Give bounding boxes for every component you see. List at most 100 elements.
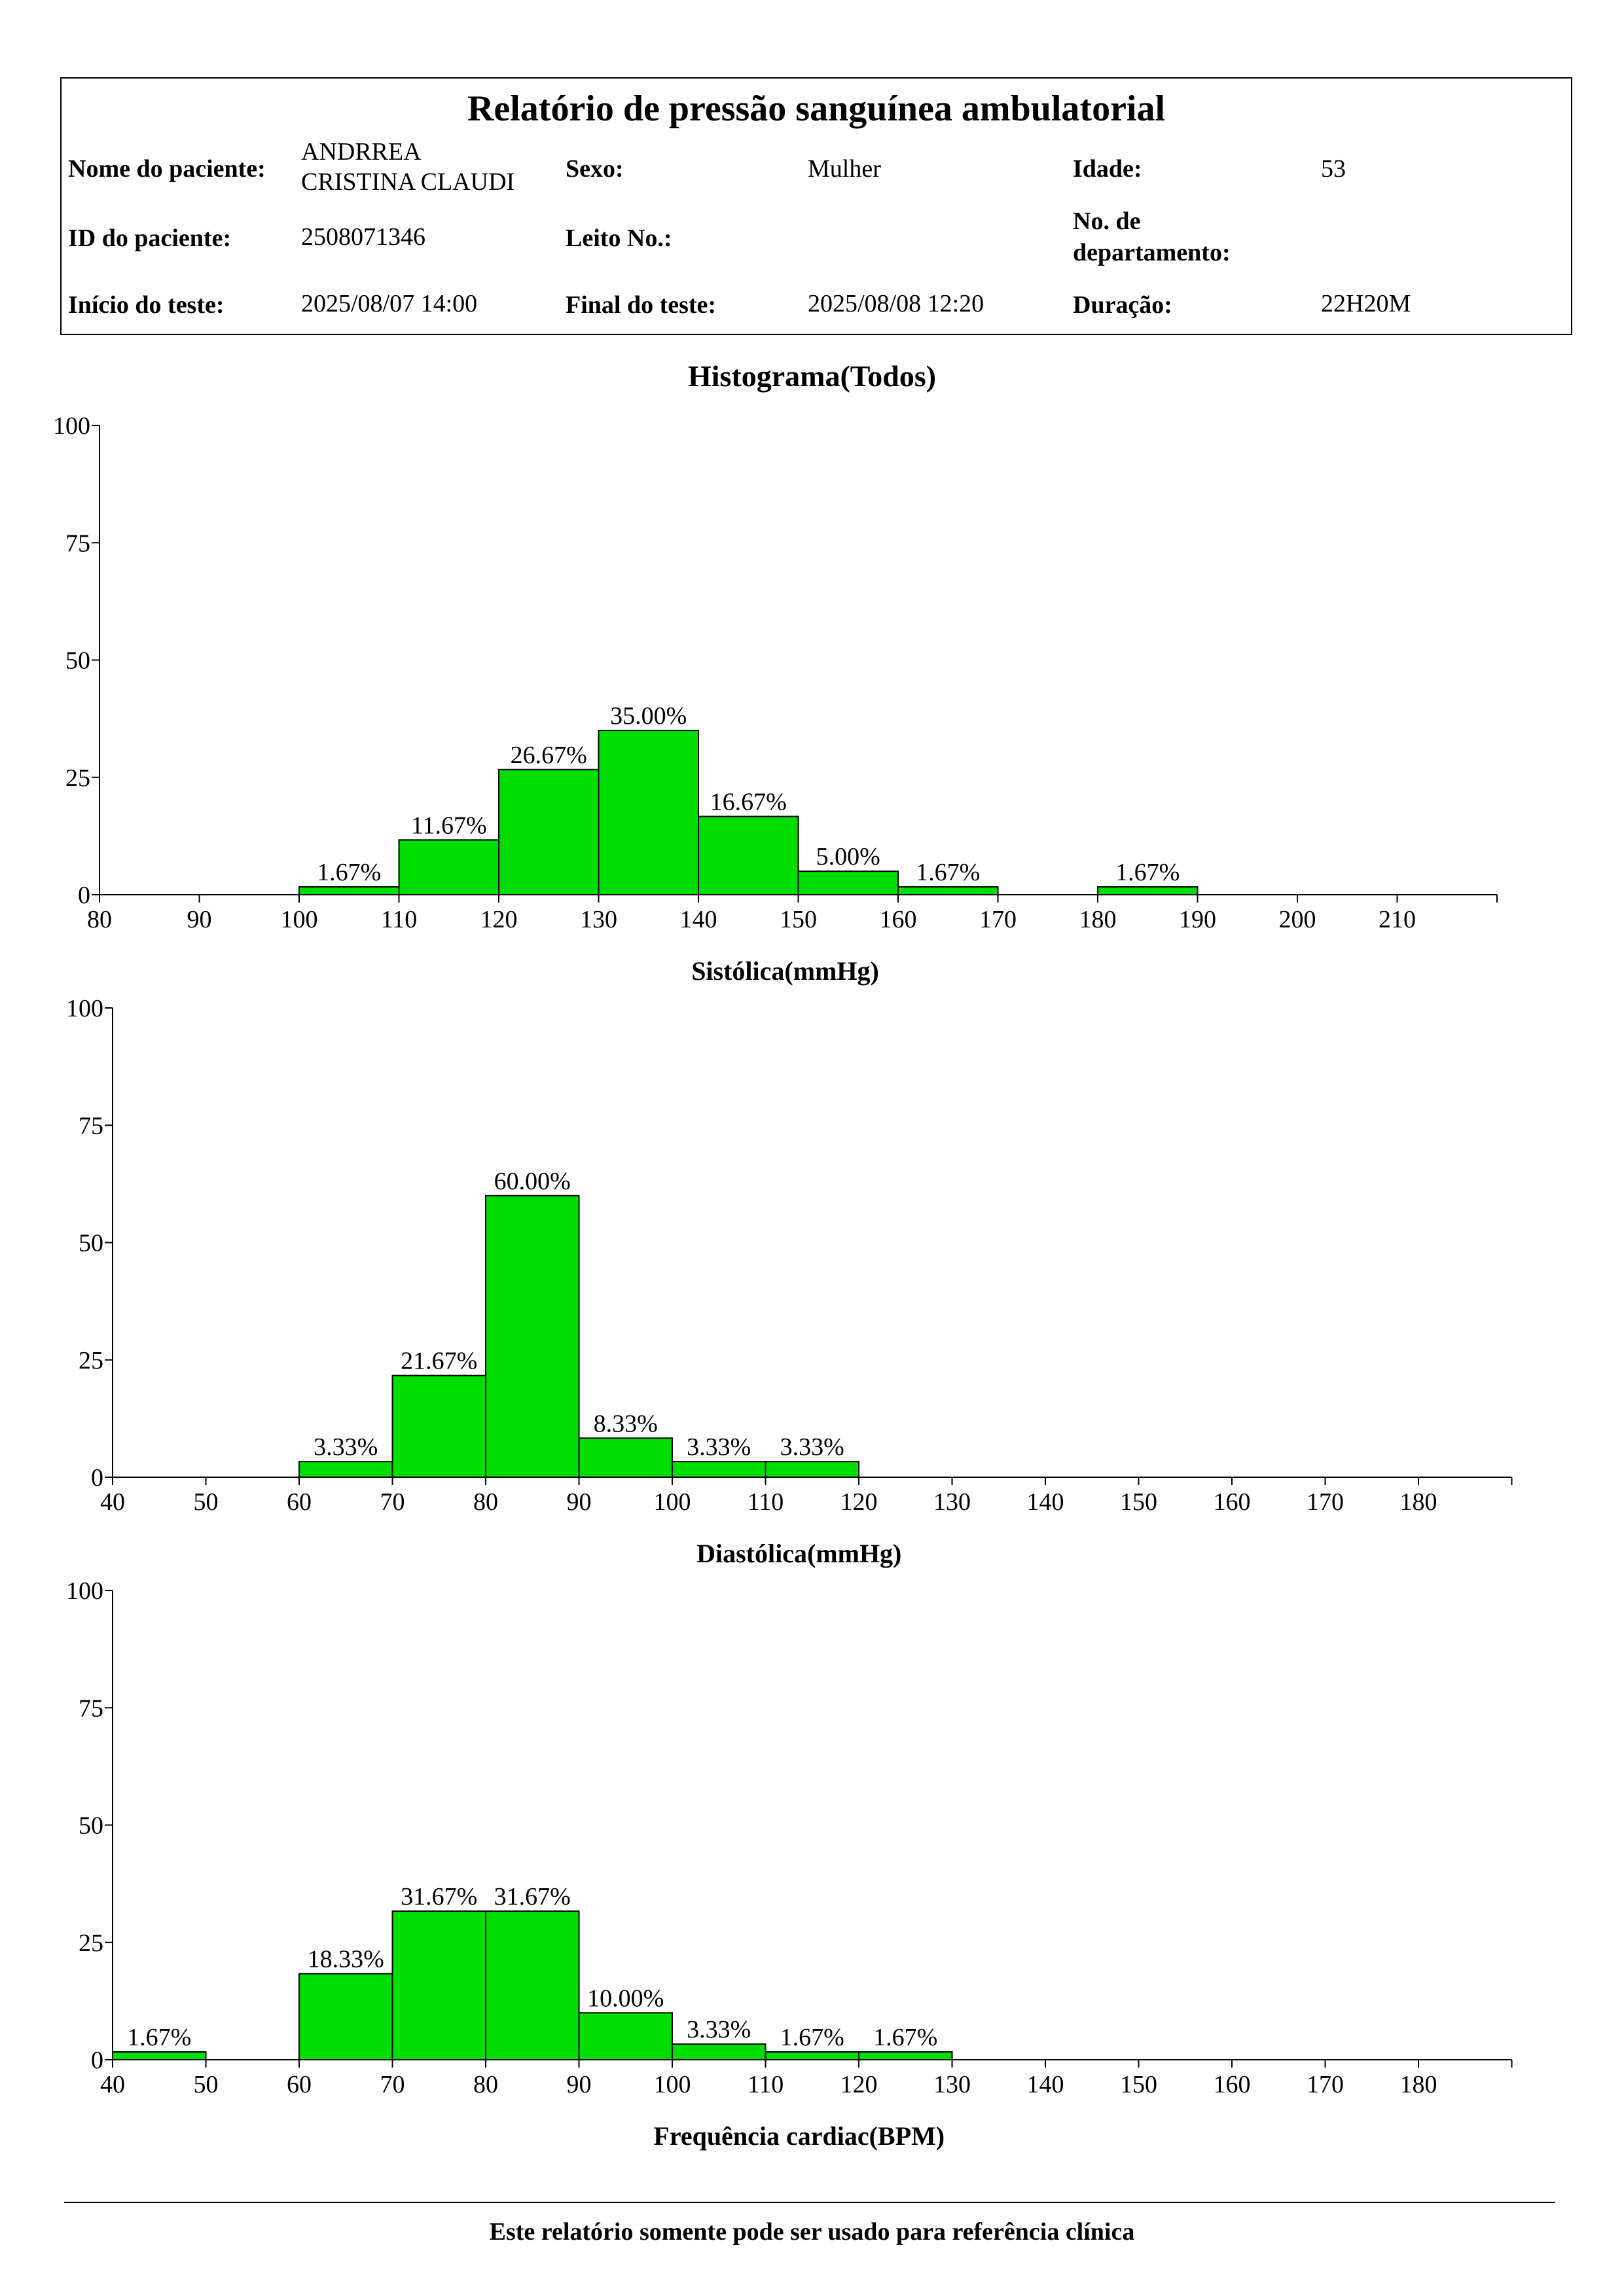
- y-tick-label: 100: [66, 1577, 103, 1605]
- x-tick-label: 180: [1400, 2071, 1437, 2098]
- heart-rate-histogram: 0 25 50 75 100 40 50 60 70 80 90 100 110 120 130 140 150…: [66, 1577, 1513, 2151]
- bar-value-label: 1.67%: [1115, 859, 1180, 886]
- x-tick-label: 80: [87, 906, 112, 933]
- report-header: Relatório de pressão sanguínea ambulator…: [60, 77, 1572, 335]
- histogram-bar: [112, 2051, 207, 2061]
- x-tick-label: 60: [287, 2071, 312, 2098]
- sex-label: Sexo:: [566, 155, 624, 183]
- histogram-bar: [298, 886, 400, 896]
- histogram-bar: [672, 1461, 767, 1479]
- histogram-bar: [698, 816, 799, 895]
- y-tick-label: 100: [53, 412, 90, 440]
- histogram-bar: [485, 1194, 580, 1478]
- y-tick-label: 75: [79, 1695, 103, 1722]
- patient-name-value-line2: CRISTINA CLAUDI: [301, 168, 515, 196]
- histogram-bar: [858, 2051, 953, 2061]
- x-tick-label: 150: [780, 906, 817, 933]
- histogram-bar: [672, 2043, 767, 2061]
- x-tick-label: 70: [380, 1488, 405, 1516]
- y-tick-label: 75: [65, 529, 90, 557]
- x-tick-label: 120: [840, 2071, 878, 2098]
- x-tick-label: 140: [1027, 2071, 1064, 2098]
- age-label: Idade:: [1073, 155, 1142, 183]
- patient-id-label: ID do paciente:: [68, 224, 232, 252]
- x-axis-title: Sistólica(mmHg): [691, 956, 879, 986]
- bar-value-label: 21.67%: [401, 1348, 477, 1375]
- x-tick-label: 110: [381, 906, 418, 933]
- bar-value-label: 3.33%: [780, 1433, 844, 1461]
- x-tick-label: 100: [281, 906, 318, 933]
- x-tick-label: 170: [1307, 1488, 1344, 1516]
- department-no-label-line1: No. de: [1073, 207, 1141, 235]
- x-tick-label: 170: [1307, 2071, 1344, 2098]
- x-tick-label: 160: [880, 906, 917, 933]
- bar-value-label: 3.33%: [687, 2016, 751, 2043]
- footer-disclaimer: Este relatório somente pode ser usado pa…: [489, 2218, 1135, 2246]
- x-tick-label: 80: [473, 1488, 498, 1516]
- x-tick-label: 160: [1214, 1488, 1251, 1516]
- histogram-bar: [498, 768, 600, 896]
- test-end-label: Final do teste:: [566, 291, 717, 319]
- x-tick-label: 100: [654, 2071, 691, 2098]
- test-start-label: Início do teste:: [68, 291, 225, 319]
- bar-value-label: 1.67%: [873, 2024, 937, 2051]
- histogram-title: Histograma(Todos): [687, 359, 937, 393]
- histogram-bar: [485, 1910, 580, 2060]
- x-tick-label: 140: [680, 906, 717, 933]
- patient-name-label: Nome do paciente:: [68, 155, 266, 183]
- y-tick-label: 25: [79, 1929, 103, 1957]
- x-tick-label: 180: [1400, 1488, 1437, 1516]
- x-tick-label: 80: [473, 2071, 498, 2098]
- bar-value-label: 26.67%: [511, 742, 587, 769]
- sex-value: Mulher: [808, 155, 881, 183]
- x-tick-label: 90: [567, 1488, 592, 1516]
- bar-value-label: 11.67%: [411, 812, 487, 839]
- y-tick-label: 50: [79, 1230, 103, 1257]
- x-tick-label: 150: [1120, 1488, 1157, 1516]
- histogram-bar: [797, 870, 899, 896]
- x-tick-label: 190: [1179, 906, 1216, 933]
- x-tick-label: 40: [100, 2071, 125, 2098]
- x-axis-title: Diastólica(mmHg): [696, 1539, 901, 1568]
- x-tick-label: 60: [287, 1488, 312, 1516]
- x-tick-label: 50: [194, 1488, 219, 1516]
- y-tick-label: 0: [91, 2047, 103, 2074]
- y-tick-label: 75: [79, 1112, 103, 1139]
- y-tick-label: 0: [78, 882, 90, 909]
- histogram-bar: [398, 839, 499, 896]
- histogram-bar: [598, 730, 699, 895]
- histogram-bar: [578, 2012, 673, 2060]
- x-tick-label: 200: [1279, 906, 1316, 933]
- diastolic-histogram: 0 25 50 75 100 40 50 60 70 80 90 100 110 120 130 140 150…: [66, 995, 1513, 1568]
- bar-value-label: 1.67%: [127, 2024, 191, 2051]
- test-start-value: 2025/08/07 14:00: [301, 290, 478, 317]
- bar-value-label: 60.00%: [494, 1168, 571, 1195]
- x-tick-label: 130: [933, 1488, 971, 1516]
- x-tick-label: 160: [1214, 2071, 1251, 2098]
- y-tick-label: 0: [91, 1464, 103, 1492]
- x-tick-label: 110: [748, 1488, 784, 1516]
- patient-name-value-line1: ANDRREA: [301, 138, 422, 166]
- x-tick-label: 110: [748, 2071, 784, 2098]
- department-no-label-line2: departamento:: [1073, 239, 1231, 266]
- x-tick-label: 120: [480, 906, 518, 933]
- patient-id-value: 2508071346: [301, 223, 425, 251]
- x-tick-label: 210: [1379, 906, 1416, 933]
- y-tick-label: 100: [66, 995, 103, 1022]
- x-tick-label: 170: [979, 906, 1017, 933]
- histogram-bar: [578, 1437, 673, 1479]
- x-tick-label: 90: [187, 906, 212, 933]
- y-tick-label: 50: [65, 647, 90, 675]
- bar-value-label: 3.33%: [687, 1433, 751, 1461]
- bed-no-label: Leito No.:: [566, 224, 672, 252]
- bar-value-label: 35.00%: [610, 702, 687, 730]
- test-end-value: 2025/08/08 12:20: [808, 290, 984, 317]
- x-tick-label: 70: [380, 2071, 405, 2098]
- bar-value-label: 31.67%: [401, 1883, 477, 1910]
- x-tick-label: 130: [933, 2071, 971, 2098]
- histogram-bar: [897, 886, 999, 896]
- histogram-bar: [765, 1461, 859, 1479]
- histogram-bar: [391, 1374, 486, 1478]
- x-tick-label: 140: [1027, 1488, 1064, 1516]
- y-tick-label: 25: [79, 1347, 103, 1374]
